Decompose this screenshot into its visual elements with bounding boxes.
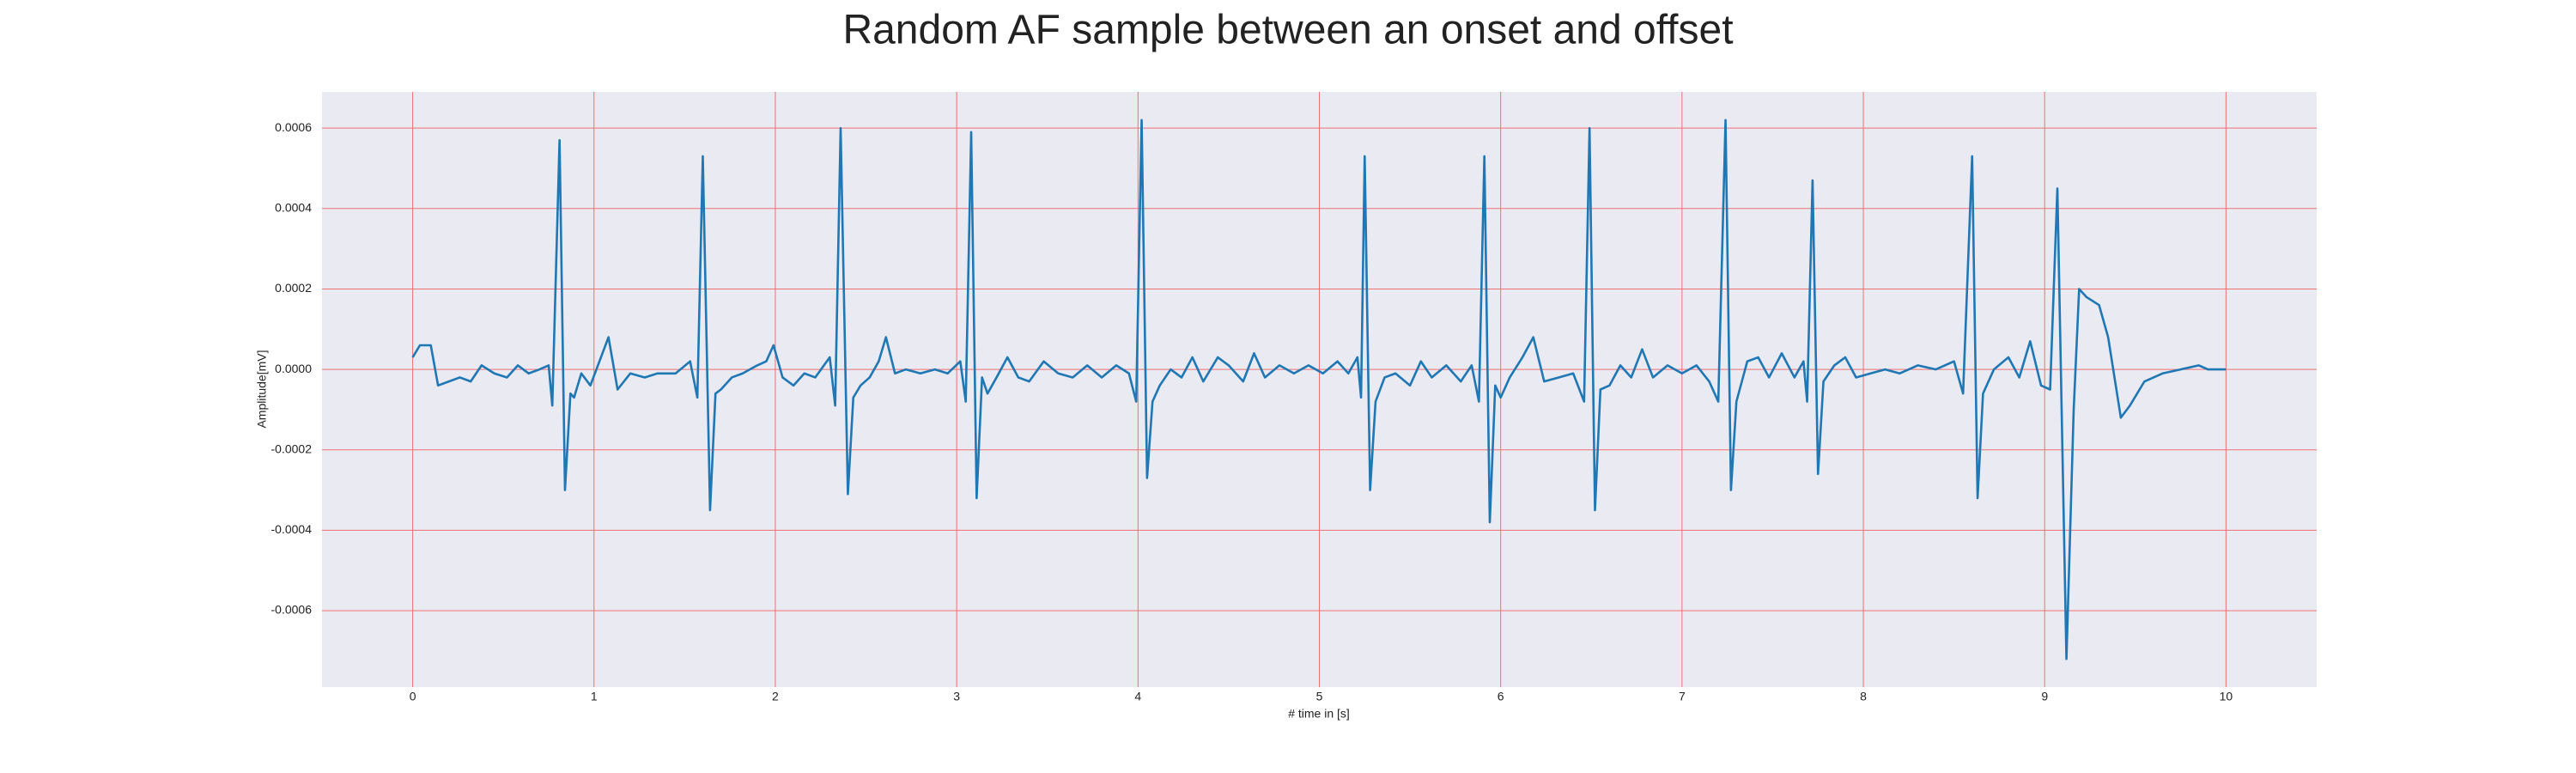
x-tick-label: 0	[410, 690, 416, 703]
signal-line	[411, 119, 2227, 660]
y-tick-label: -0.0002	[271, 441, 313, 455]
y-tick-label: -0.0004	[271, 522, 313, 536]
x-axis-label: # time in [s]	[1288, 707, 1350, 721]
x-tick-label: 10	[2220, 690, 2233, 703]
y-tick-label: 0.0004	[275, 200, 312, 214]
x-tick-label: 2	[772, 690, 779, 703]
y-tick-label: 0.0000	[275, 362, 312, 375]
y-tick-label: 0.0006	[275, 120, 312, 134]
x-tick-label: 5	[1316, 690, 1323, 703]
x-tick-label: 8	[1860, 690, 1867, 703]
x-tick-label: 7	[1679, 690, 1686, 703]
x-tick-label: 3	[953, 690, 960, 703]
chart-title: Random AF sample between an onset and of…	[842, 8, 1733, 53]
x-tick-label: 9	[2041, 690, 2048, 703]
x-tick-label: 6	[1498, 690, 1504, 703]
x-tick-label: 1	[591, 690, 598, 703]
x-tick-label: 4	[1134, 690, 1141, 703]
y-tick-label: 0.0002	[275, 281, 312, 295]
y-tick-label: -0.0006	[271, 603, 313, 617]
y-axis-label: Amplitude[mV]	[255, 350, 269, 428]
